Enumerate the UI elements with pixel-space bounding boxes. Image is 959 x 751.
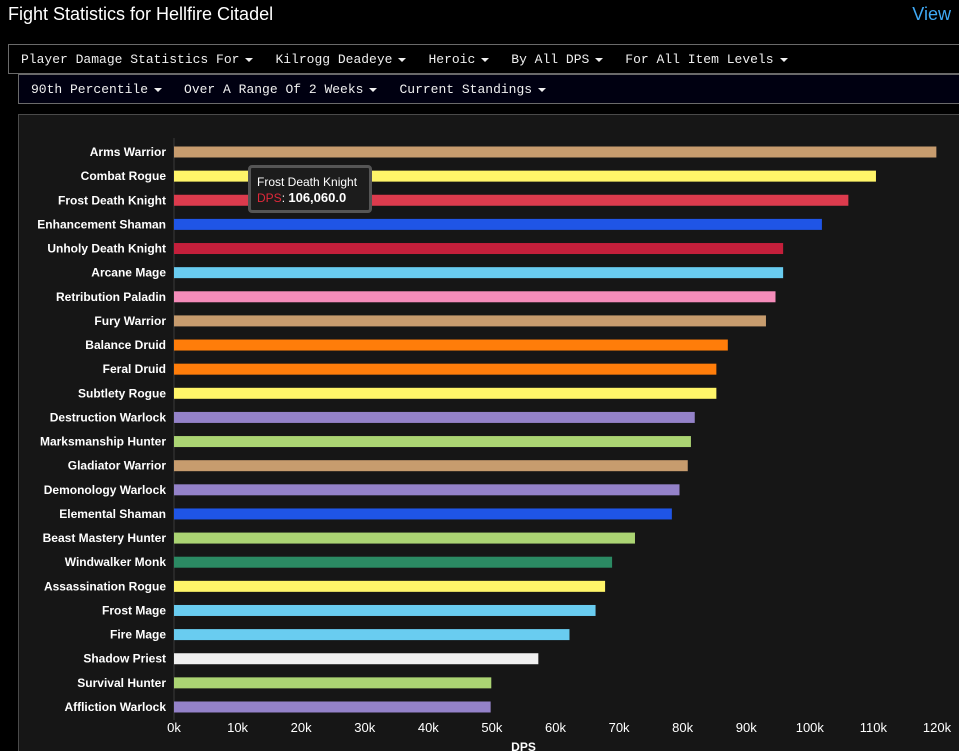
category-label: Destruction Warlock [50, 410, 167, 424]
x-tick-label: 10k [227, 720, 248, 735]
category-label: Assassination Rogue [44, 579, 166, 593]
boss-label: Kilrogg Deadeye [275, 51, 393, 67]
bar[interactable] [174, 508, 672, 520]
bar[interactable] [174, 629, 570, 641]
time-range-label: Over A Range Of 2 Weeks [184, 81, 364, 97]
boss-dropdown[interactable]: Kilrogg Deadeye [275, 51, 407, 67]
category-label: Frost Mage [102, 603, 166, 617]
bar[interactable] [174, 315, 766, 327]
bar[interactable] [174, 460, 688, 472]
category-label: Shadow Priest [83, 652, 166, 666]
category-label: Combat Rogue [81, 169, 167, 183]
standings-label: Current Standings [399, 81, 533, 97]
category-label: Subtlety Rogue [78, 386, 166, 400]
chevron-down-icon [481, 58, 490, 62]
percentile-label: 90th Percentile [31, 81, 149, 97]
chevron-down-icon [595, 58, 604, 62]
bar[interactable] [174, 436, 691, 448]
bar[interactable] [174, 387, 717, 399]
bar[interactable] [174, 677, 492, 689]
x-tick-label: 70k [609, 720, 630, 735]
category-label: Retribution Paladin [56, 290, 166, 304]
tooltip-value: 106,060.0 [288, 190, 347, 205]
filter-bar-secondary: 90th Percentile Over A Range Of 2 Weeks … [18, 74, 959, 104]
x-tick-label: 50k [481, 720, 502, 735]
category-label: Windwalker Monk [65, 555, 167, 569]
bar[interactable] [174, 339, 728, 351]
x-tick-label: 60k [545, 720, 566, 735]
bar[interactable] [174, 484, 680, 496]
category-label: Fire Mage [110, 628, 166, 642]
bar[interactable] [174, 701, 491, 713]
tooltip-title: Frost Death Knight [257, 175, 358, 189]
category-label: Elemental Shaman [59, 507, 166, 521]
tooltip-metric: DPS [257, 191, 282, 205]
filter-bar-primary: Player Damage Statistics For Kilrogg Dea… [8, 44, 959, 74]
role-dropdown[interactable]: By All DPS [511, 51, 604, 67]
difficulty-label: Heroic [428, 51, 476, 67]
category-label: Affliction Warlock [64, 700, 166, 714]
bar[interactable] [174, 556, 613, 568]
category-label: Frost Death Knight [58, 193, 166, 207]
x-tick-label: 30k [354, 720, 375, 735]
bar[interactable] [174, 580, 606, 592]
x-axis-title: DPS [511, 740, 536, 751]
category-label: Demonology Warlock [44, 483, 167, 497]
x-tick-label: 120k [923, 720, 952, 735]
chart-tooltip: Frost Death Knight DPS: 106,060.0 [248, 165, 372, 213]
difficulty-dropdown[interactable]: Heroic [428, 51, 490, 67]
x-tick-label: 40k [418, 720, 439, 735]
tooltip-value-line: DPS: 106,060.0 [257, 190, 347, 205]
time-range-dropdown[interactable]: Over A Range Of 2 Weeks [184, 81, 378, 97]
bar[interactable] [174, 363, 717, 375]
page-title: Fight Statistics for Hellfire Citadel [8, 4, 274, 24]
percentile-dropdown[interactable]: 90th Percentile [31, 81, 163, 97]
item-level-label: For All Item Levels [625, 51, 774, 67]
chevron-down-icon [538, 88, 547, 92]
chevron-down-icon [369, 88, 378, 92]
category-label: Survival Hunter [77, 676, 166, 690]
bar[interactable] [174, 170, 876, 182]
bar[interactable] [174, 194, 849, 206]
bar[interactable] [174, 267, 784, 279]
category-label: Feral Druid [103, 362, 166, 376]
category-label: Gladiator Warrior [68, 459, 167, 473]
statistic-type-label: Player Damage Statistics For [21, 51, 240, 67]
chevron-down-icon [245, 58, 254, 62]
x-tick-label: 110k [860, 720, 888, 735]
chevron-down-icon [398, 58, 407, 62]
category-label: Beast Mastery Hunter [43, 531, 167, 545]
category-label: Arcane Mage [91, 266, 166, 280]
bar[interactable] [174, 532, 635, 544]
x-tick-label: 20k [291, 720, 312, 735]
item-level-dropdown[interactable]: For All Item Levels [625, 51, 788, 67]
x-tick-label: 90k [736, 720, 757, 735]
standings-dropdown[interactable]: Current Standings [399, 81, 547, 97]
role-label: By All DPS [511, 51, 590, 67]
statistic-type-dropdown[interactable]: Player Damage Statistics For [21, 51, 254, 67]
category-label: Fury Warrior [94, 314, 166, 328]
chevron-down-icon [154, 88, 163, 92]
category-label: Enhancement Shaman [37, 217, 166, 231]
bar[interactable] [174, 218, 822, 230]
bar[interactable] [174, 604, 596, 616]
x-tick-label: 80k [672, 720, 693, 735]
bar[interactable] [174, 146, 937, 158]
category-label: Marksmanship Hunter [40, 435, 166, 449]
category-label: Unholy Death Knight [47, 242, 166, 256]
category-label: Balance Druid [85, 338, 166, 352]
chevron-down-icon [779, 58, 788, 62]
x-tick-label: 100k [796, 720, 825, 735]
bar[interactable] [174, 291, 776, 303]
bar[interactable] [174, 653, 539, 665]
bar[interactable] [174, 243, 784, 255]
view-link[interactable]: View [912, 4, 951, 24]
bar[interactable] [174, 411, 695, 423]
category-label: Arms Warrior [90, 145, 167, 159]
x-tick-label: 0k [167, 720, 181, 735]
